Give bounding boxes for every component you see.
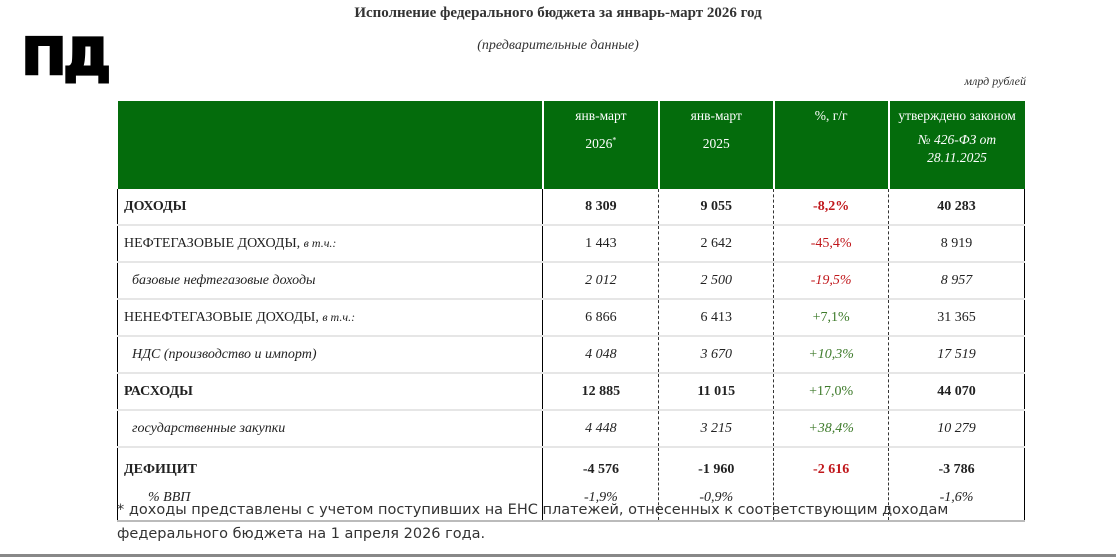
- value-2025: -1 960 -0,9%: [658, 447, 774, 522]
- value-yoy: +10,3%: [773, 336, 889, 374]
- row-label: базовые нефтегазовые доходы: [116, 262, 543, 300]
- value-2026: 6 866: [542, 299, 659, 337]
- row-label: ДЕФИЦИТ% ВВП: [116, 447, 543, 522]
- footnote-line: * доходы представлены с учетом поступивш…: [117, 502, 949, 518]
- logo: ПД: [20, 27, 112, 88]
- value-law: 8 919: [888, 225, 1025, 263]
- divider: [0, 554, 1116, 557]
- table-row-oil-gas: НЕФТЕГАЗОВЫЕ ДОХОДЫ, в т.ч.: 1 443 2 642…: [116, 225, 1025, 263]
- table-row-revenue: ДОХОДЫ 8 309 9 055 -8,2% 40 283: [116, 189, 1025, 226]
- value-law: 8 957: [888, 262, 1025, 300]
- value-yoy: +17,0%: [773, 373, 889, 411]
- value-2026: -4 576 -1,9%: [542, 447, 659, 522]
- row-label: государственные закупки: [116, 410, 543, 448]
- header-yoy: %, г/г: [772, 101, 889, 189]
- header-2026: янв-март 2026*: [541, 101, 659, 189]
- footnote: * доходы представлены с учетом поступивш…: [117, 498, 948, 546]
- header-empty: [117, 101, 543, 189]
- value-2025: 3 215: [658, 410, 774, 448]
- value-law: 10 279: [888, 410, 1025, 448]
- value-yoy: -8,2%: [773, 189, 889, 226]
- value-yoy: -19,5%: [773, 262, 889, 300]
- header-2025: янв-март 2025: [657, 101, 774, 189]
- row-label: НЕНЕФТЕГАЗОВЫЕ ДОХОДЫ, в т.ч.:: [116, 299, 543, 337]
- value-2026: 2 012: [542, 262, 659, 300]
- value-law: 40 283: [888, 189, 1025, 226]
- row-label: ДОХОДЫ: [116, 189, 543, 226]
- value-law: 44 070: [888, 373, 1025, 411]
- header-law: утверждено законом № 426-ФЗ от 28.11.2025: [887, 101, 1025, 189]
- value-2026: 12 885: [542, 373, 659, 411]
- value-2025: 2 642: [658, 225, 774, 263]
- row-label: НДС (производство и импорт): [116, 336, 543, 374]
- table-row-vat: НДС (производство и импорт) 4 048 3 670 …: [116, 336, 1025, 374]
- value-2025: 11 015: [658, 373, 774, 411]
- value-2026: 4 048: [542, 336, 659, 374]
- value-2026: 8 309: [542, 189, 659, 226]
- value-2026: 1 443: [542, 225, 659, 263]
- page-title: Исполнение федерального бюджета за январ…: [354, 5, 762, 21]
- page-subtitle: (предварительные данные): [477, 38, 639, 53]
- value-yoy: -45,4%: [773, 225, 889, 263]
- value-law: 31 365: [888, 299, 1025, 337]
- footnote-line: федерального бюджета на 1 апреля 2026 го…: [117, 526, 486, 542]
- value-2025: 2 500: [658, 262, 774, 300]
- budget-table: янв-март 2026* янв-март 2025 %, г/г утверж…: [116, 101, 1025, 522]
- table-row-base-oil-gas: базовые нефтегазовые доходы 2 012 2 500 …: [116, 262, 1025, 300]
- value-yoy: -2 616: [773, 447, 889, 522]
- table-header: янв-март 2026* янв-март 2025 %, г/г утверж…: [117, 101, 1025, 189]
- value-2025: 6 413: [658, 299, 774, 337]
- table-row-non-oil-gas: НЕНЕФТЕГАЗОВЫЕ ДОХОДЫ, в т.ч.: 6 866 6 4…: [116, 299, 1025, 337]
- value-2025: 9 055: [658, 189, 774, 226]
- value-yoy: +7,1%: [773, 299, 889, 337]
- value-law: -3 786 -1,6%: [888, 447, 1025, 522]
- table-row-deficit: ДЕФИЦИТ% ВВП -4 576 -1,9% -1 960 -0,9% -2 …: [116, 447, 1025, 522]
- table-row-procurement: государственные закупки 4 448 3 215 +38,…: [116, 410, 1025, 448]
- units-label: млрд рублей: [964, 74, 1026, 88]
- row-label: РАСХОДЫ: [116, 373, 543, 411]
- value-law: 17 519: [888, 336, 1025, 374]
- value-yoy: +38,4%: [773, 410, 889, 448]
- value-2025: 3 670: [658, 336, 774, 374]
- value-2026: 4 448: [542, 410, 659, 448]
- table-row-expenses: РАСХОДЫ 12 885 11 015 +17,0% 44 070: [116, 373, 1025, 411]
- row-label: НЕФТЕГАЗОВЫЕ ДОХОДЫ, в т.ч.:: [116, 225, 543, 263]
